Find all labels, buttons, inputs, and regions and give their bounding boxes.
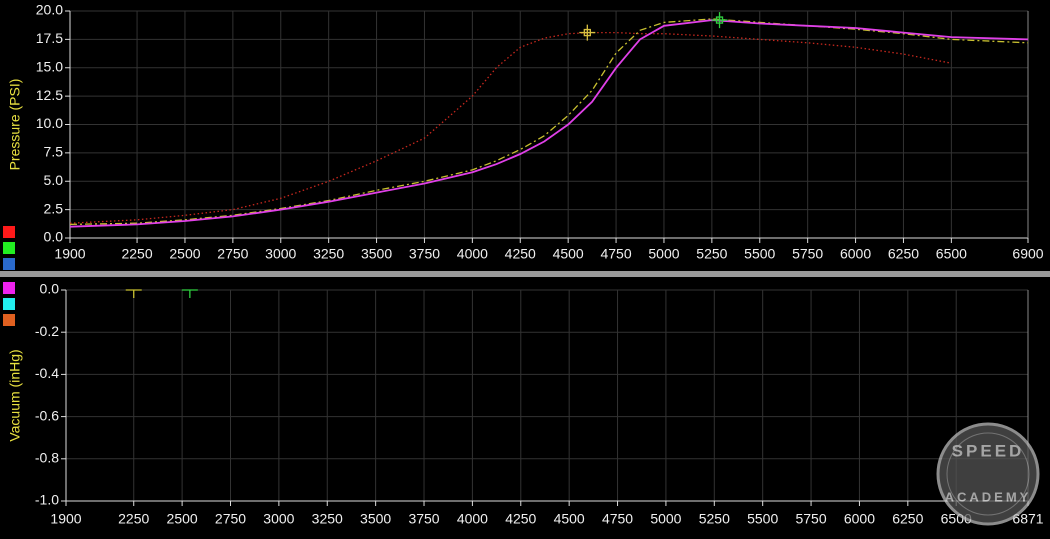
x-tick-label: 4250 bbox=[505, 246, 536, 262]
watermark-text: ACADEMY bbox=[945, 489, 1032, 504]
x-tick-label: 4750 bbox=[602, 511, 633, 527]
y-tick-label: 12.5 bbox=[36, 87, 63, 103]
y-tick-label: -0.4 bbox=[35, 365, 59, 381]
x-tick-label: 6871 bbox=[1012, 511, 1043, 527]
x-tick-label: 4000 bbox=[457, 246, 488, 262]
y-axis-label: Vacuum (inHg) bbox=[7, 349, 23, 441]
watermark-text: SPEED bbox=[952, 441, 1025, 460]
x-tick-label: 3250 bbox=[313, 246, 344, 262]
y-tick-label: 17.5 bbox=[36, 30, 63, 46]
x-tick-label: 6000 bbox=[844, 511, 875, 527]
x-tick-label: 3250 bbox=[312, 511, 343, 527]
y-tick-label: 5.0 bbox=[44, 172, 64, 188]
legend-swatch bbox=[3, 314, 15, 326]
x-tick-label: 1900 bbox=[50, 511, 81, 527]
watermark: SPEED ACADEMY bbox=[936, 422, 1040, 526]
series-line bbox=[69, 31, 952, 224]
legend-swatch bbox=[3, 282, 15, 294]
x-tick-label: 2750 bbox=[217, 246, 248, 262]
x-tick-label: 3500 bbox=[360, 511, 391, 527]
x-tick-label: 3750 bbox=[409, 246, 440, 262]
x-tick-label: 5250 bbox=[696, 246, 727, 262]
watermark-badge bbox=[936, 422, 1040, 526]
y-tick-label: 15.0 bbox=[36, 58, 63, 74]
x-tick-label: 5250 bbox=[699, 511, 730, 527]
cursor-marker bbox=[181, 289, 198, 298]
cursor-marker bbox=[579, 24, 596, 41]
x-tick-label: 4500 bbox=[554, 511, 585, 527]
y-tick-label: 0.0 bbox=[44, 229, 64, 245]
x-tick-label: 4500 bbox=[553, 246, 584, 262]
y-tick-label: -0.8 bbox=[35, 450, 59, 466]
x-tick-label: 2750 bbox=[215, 511, 246, 527]
series-line bbox=[69, 19, 1029, 228]
legend-swatch bbox=[3, 242, 15, 254]
y-tick-label: -1.0 bbox=[35, 492, 59, 508]
x-tick-label: 5000 bbox=[650, 511, 681, 527]
x-tick-label: 5500 bbox=[744, 246, 775, 262]
cursor-marker bbox=[711, 12, 728, 29]
x-tick-label: 3500 bbox=[361, 246, 392, 262]
x-tick-label: 1900 bbox=[54, 246, 85, 262]
x-tick-label: 3750 bbox=[408, 511, 439, 527]
x-tick-label: 5500 bbox=[747, 511, 778, 527]
x-tick-label: 2500 bbox=[169, 246, 200, 262]
y-tick-label: -0.2 bbox=[35, 323, 59, 339]
x-tick-label: 6000 bbox=[840, 246, 871, 262]
x-tick-label: 4750 bbox=[600, 246, 631, 262]
x-tick-label: 4250 bbox=[505, 511, 536, 527]
watermark-ring bbox=[946, 432, 1030, 516]
x-tick-label: 6500 bbox=[936, 246, 967, 262]
x-tick-label: 2250 bbox=[121, 246, 152, 262]
x-tick-label: 6250 bbox=[888, 246, 919, 262]
legend-swatch bbox=[3, 298, 15, 310]
panel-divider bbox=[0, 271, 1050, 277]
y-tick-label: -0.6 bbox=[35, 407, 59, 423]
x-tick-label: 4000 bbox=[457, 511, 488, 527]
x-tick-label: 5750 bbox=[792, 246, 823, 262]
x-tick-label: 5750 bbox=[795, 511, 826, 527]
legend-swatch bbox=[3, 226, 15, 238]
x-tick-label: 3000 bbox=[265, 246, 296, 262]
y-axis-label: Pressure (PSI) bbox=[7, 79, 23, 171]
x-tick-label: 2500 bbox=[167, 511, 198, 527]
y-tick-label: 0.0 bbox=[40, 281, 60, 297]
cursor-marker bbox=[125, 289, 142, 298]
x-tick-label: 6900 bbox=[1012, 246, 1043, 262]
x-tick-label: 3000 bbox=[263, 511, 294, 527]
y-tick-label: 20.0 bbox=[36, 2, 63, 18]
x-tick-label: 6250 bbox=[892, 511, 923, 527]
x-tick-label: 2250 bbox=[118, 511, 149, 527]
x-tick-label: 5000 bbox=[648, 246, 679, 262]
legend-swatch bbox=[3, 258, 15, 270]
y-tick-label: 10.0 bbox=[36, 115, 63, 131]
y-tick-label: 2.5 bbox=[44, 200, 64, 216]
y-tick-label: 7.5 bbox=[44, 144, 64, 160]
